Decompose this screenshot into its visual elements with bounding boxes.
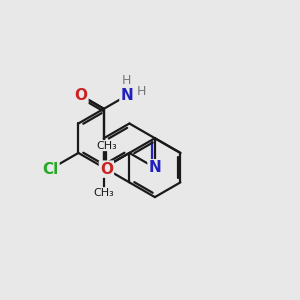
Text: CH₃: CH₃ bbox=[96, 141, 117, 151]
Text: N: N bbox=[148, 160, 161, 175]
Text: CH₃: CH₃ bbox=[94, 188, 114, 198]
Text: N: N bbox=[121, 88, 133, 103]
Text: H: H bbox=[136, 85, 146, 98]
Text: H: H bbox=[122, 74, 131, 87]
Text: O: O bbox=[100, 162, 113, 177]
Text: Cl: Cl bbox=[42, 162, 58, 177]
Text: O: O bbox=[74, 88, 87, 103]
